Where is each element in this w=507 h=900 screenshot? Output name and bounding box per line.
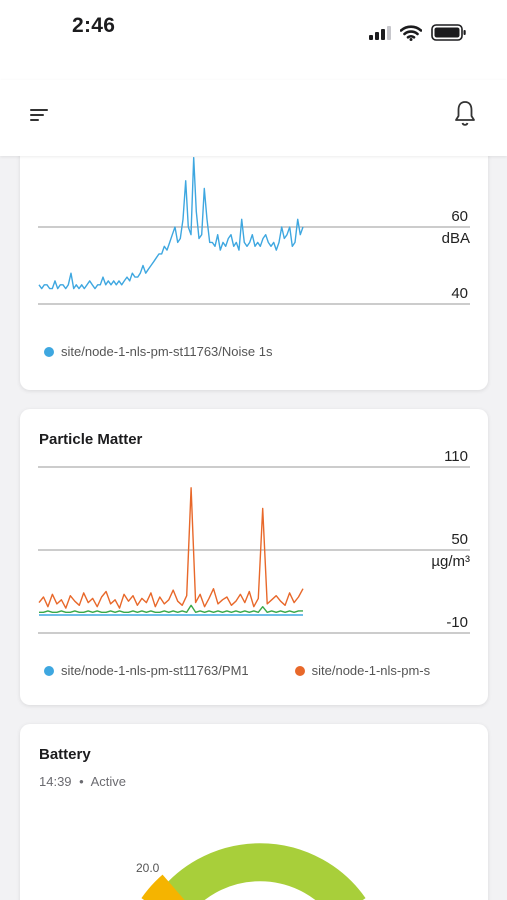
battery-time: 14:39 bbox=[39, 774, 72, 789]
legend-dot bbox=[294, 665, 305, 676]
noise-legend: site/node-1-nls-pm-st11763/Noise 1s bbox=[44, 344, 272, 359]
legend-dot bbox=[44, 665, 54, 676]
wifi-icon bbox=[400, 24, 422, 41]
series-line bbox=[38, 487, 304, 609]
battery-card: Battery 14:39 • Active 20.0 bbox=[20, 724, 488, 900]
y-tick-label: -10 bbox=[446, 614, 468, 631]
legend-label: site/node-1-nls-pm-s bbox=[311, 663, 431, 678]
gauge-label: 20.0 bbox=[136, 861, 160, 875]
battery-gauge: 20.0 bbox=[136, 843, 366, 900]
y-axis-label: µg/m³ bbox=[431, 553, 470, 570]
dashboard-content[interactable]: 406080dBA site/node-1-nls-pm-st11763/Noi… bbox=[0, 156, 507, 900]
separator: • bbox=[79, 774, 84, 789]
noise-chart: 406080dBA bbox=[38, 157, 470, 305]
menu-icon bbox=[30, 109, 48, 111]
pm-legend: site/node-1-nls-pm-st11763/PM1 site/node… bbox=[44, 663, 430, 678]
y-tick-label: 60 bbox=[451, 208, 468, 225]
menu-button[interactable] bbox=[30, 102, 60, 128]
bell-icon[interactable] bbox=[451, 98, 479, 128]
cellular-signal-icon bbox=[369, 25, 391, 40]
series-line bbox=[39, 604, 303, 614]
status-bar: 2:46 bbox=[0, 0, 507, 80]
legend-item[interactable]: site/node-1-nls-pm-s bbox=[294, 663, 431, 678]
battery-status-line: 14:39 • Active bbox=[39, 774, 126, 789]
legend-item[interactable]: site/node-1-nls-pm-st11763/Noise 1s bbox=[44, 344, 272, 359]
card-title: Battery bbox=[39, 746, 91, 763]
y-tick-label: 40 bbox=[451, 285, 468, 302]
app-header bbox=[0, 80, 507, 156]
battery-status: Active bbox=[90, 774, 127, 789]
y-tick-label: 50 bbox=[451, 531, 468, 548]
noise-card: 406080dBA site/node-1-nls-pm-st11763/Noi… bbox=[20, 156, 488, 390]
status-time: 2:46 bbox=[72, 14, 116, 37]
gauge-ring bbox=[154, 843, 366, 900]
battery-icon bbox=[431, 24, 466, 41]
particle-matter-chart: -10 50 110 µg/m³ bbox=[38, 448, 470, 634]
series-line bbox=[38, 157, 304, 290]
legend-dot bbox=[44, 346, 54, 357]
status-icons bbox=[369, 24, 467, 41]
legend-label: site/node-1-nls-pm-st11763/Noise 1s bbox=[61, 344, 273, 359]
y-axis-label: dBA bbox=[442, 230, 470, 247]
legend-label: site/node-1-nls-pm-st11763/PM1 bbox=[61, 663, 249, 678]
y-tick-label: 110 bbox=[444, 448, 468, 465]
particle-matter-card: Particle Matter -10 50 110 µg/m³ site/node-… bbox=[20, 409, 488, 705]
card-title: Particle Matter bbox=[39, 431, 143, 448]
gauge-marker bbox=[141, 874, 186, 900]
legend-item[interactable]: site/node-1-nls-pm-st11763/PM1 bbox=[44, 663, 249, 678]
